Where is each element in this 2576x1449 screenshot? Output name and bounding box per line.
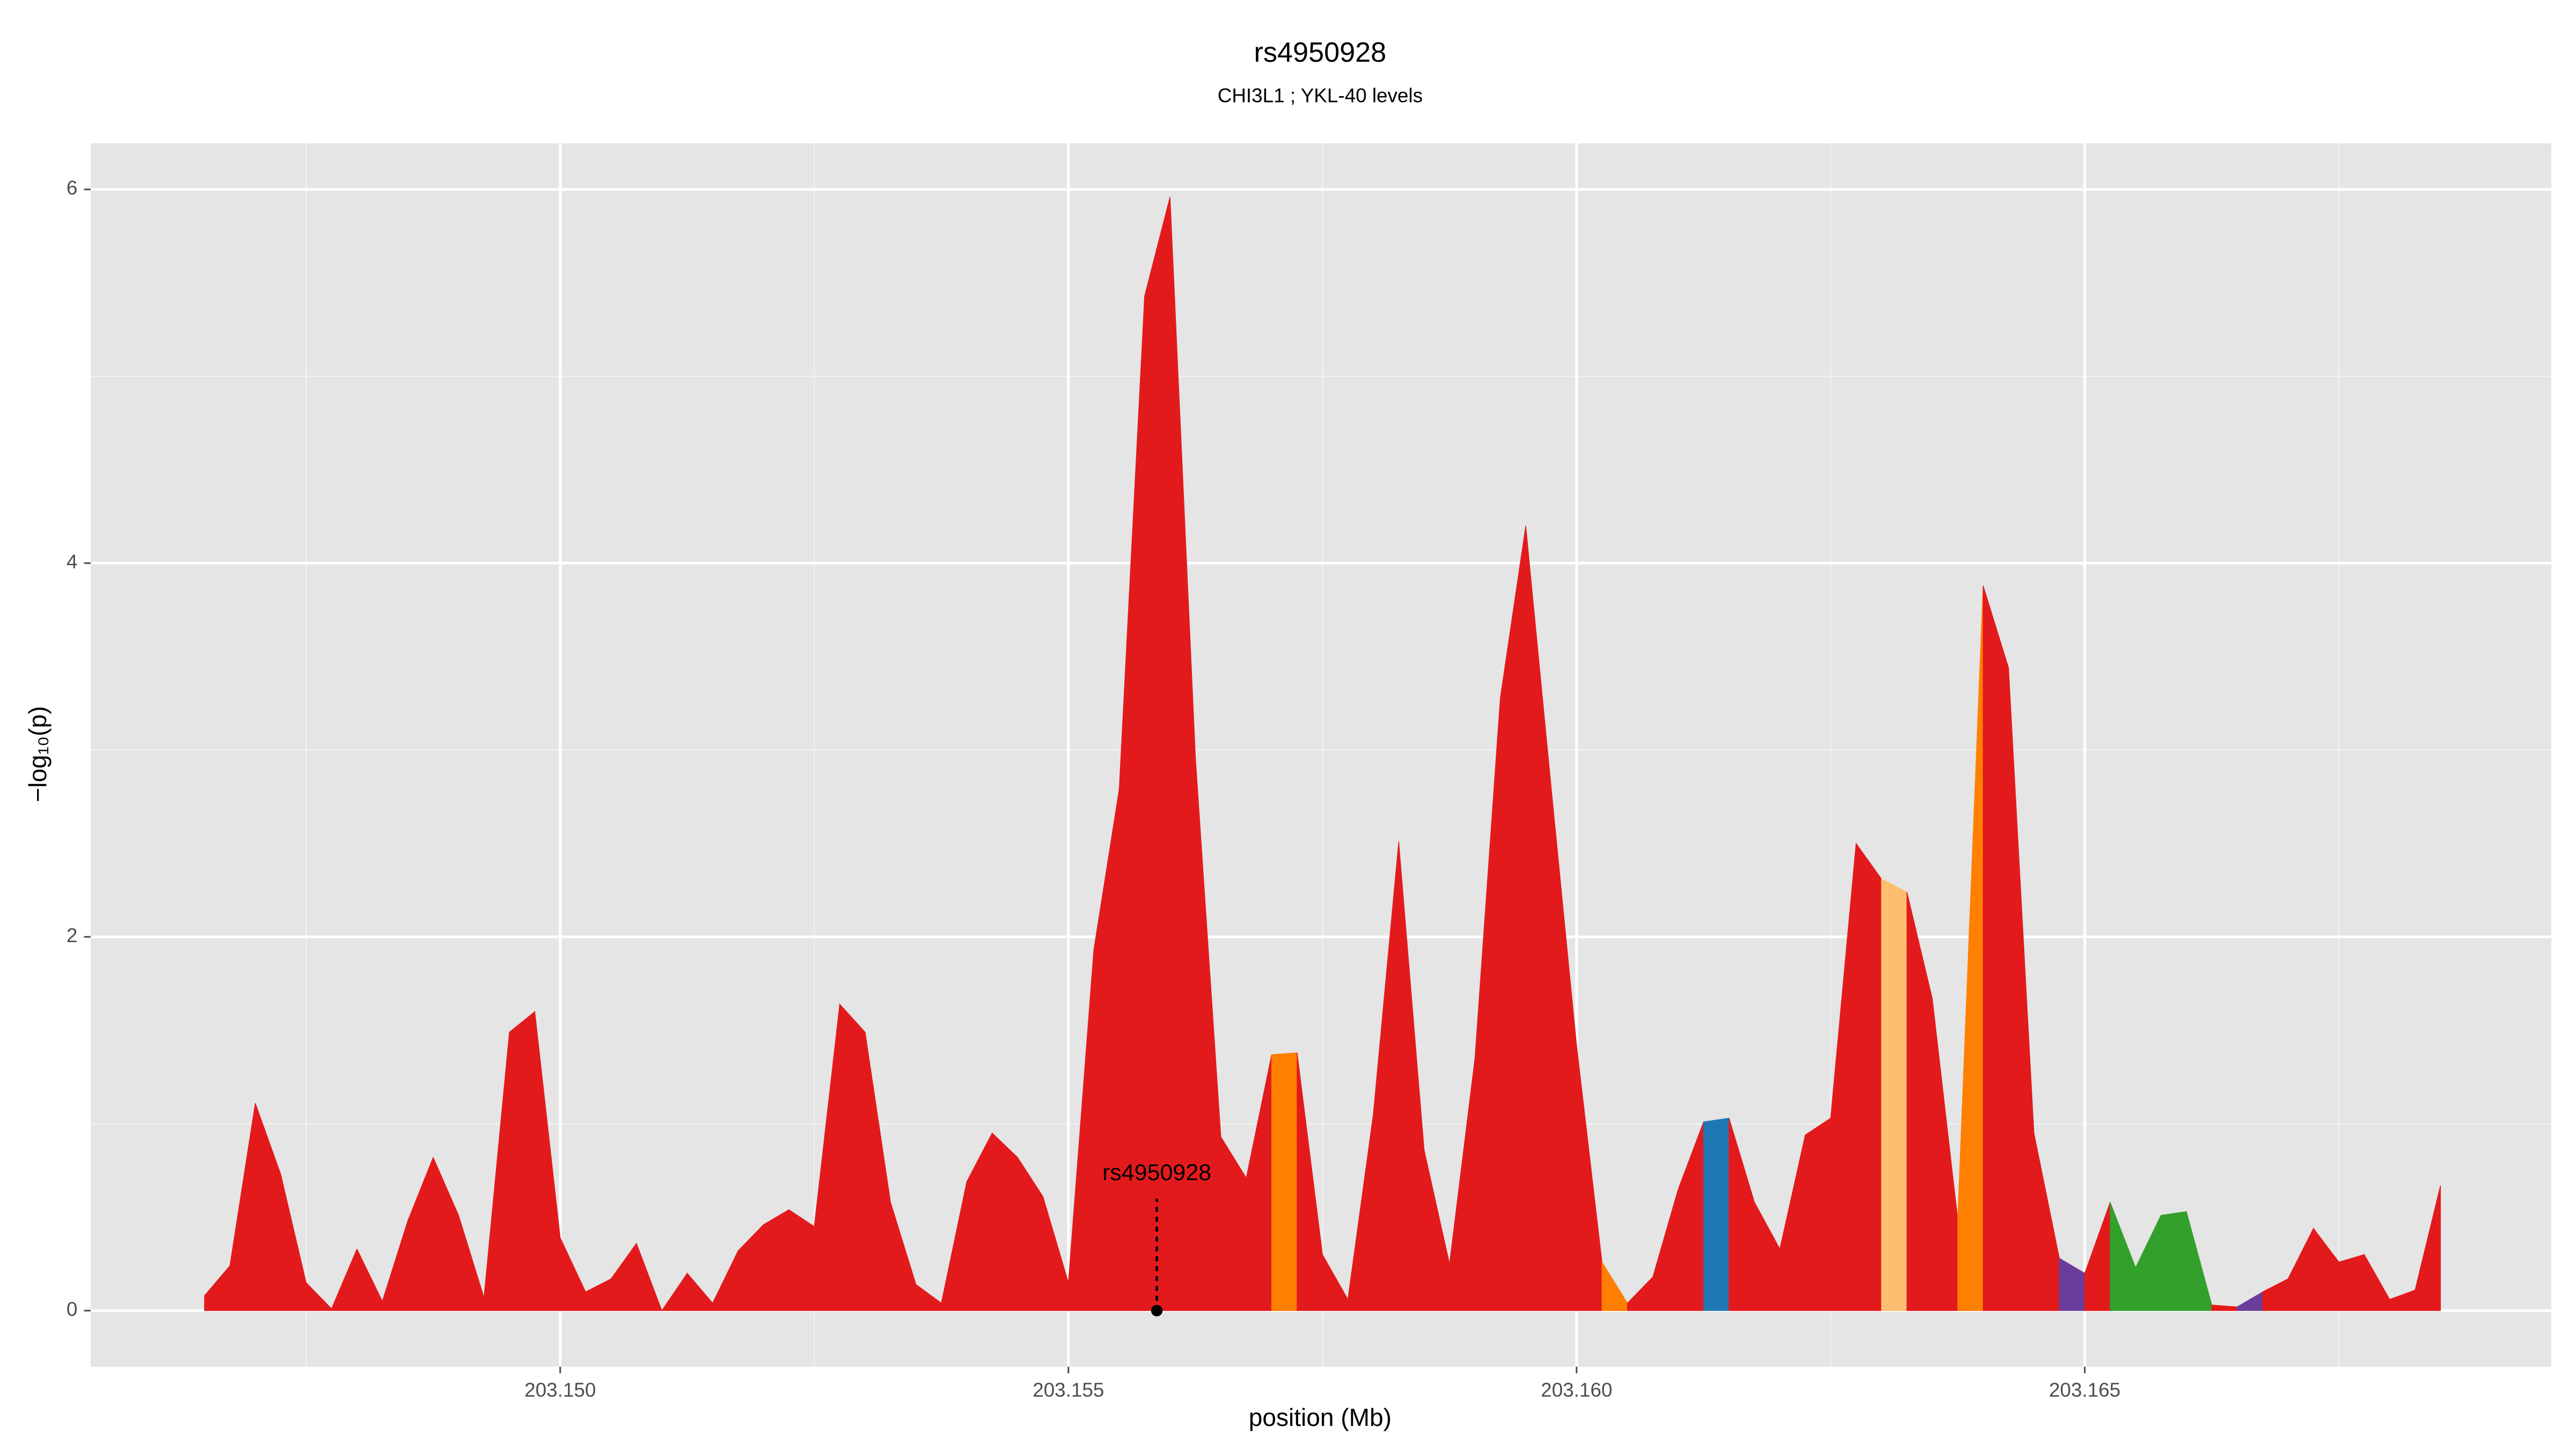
area-segment — [1855, 842, 1882, 1311]
x-tick-label: 203.160 — [1541, 1379, 1612, 1401]
area-segment — [839, 1003, 866, 1311]
chart-title: rs4950928 — [1254, 37, 1387, 68]
area-segment — [2414, 1185, 2441, 1311]
area-segment — [1805, 1117, 1831, 1311]
area-segment — [509, 1011, 536, 1311]
annotation-label: rs4950928 — [1102, 1160, 1211, 1185]
y-tick-label: 0 — [67, 1298, 77, 1320]
x-axis-label: position (Mb) — [1249, 1403, 1392, 1431]
area-segment — [992, 1132, 1018, 1311]
area-segment — [1144, 196, 1170, 1311]
area-segment — [1703, 1117, 1730, 1311]
area-segment — [636, 1243, 663, 1311]
y-axis-label: −log₁₀(p) — [24, 706, 52, 802]
annotation-point — [1151, 1305, 1163, 1316]
area-segment — [763, 1209, 789, 1311]
area-segment — [1271, 1052, 1298, 1311]
area-segment — [2338, 1254, 2365, 1311]
plot-panel — [90, 143, 2551, 1367]
y-tick-label: 6 — [67, 177, 77, 199]
area-segment — [2161, 1211, 2187, 1311]
y-tick-label: 2 — [67, 924, 77, 946]
x-tick-label: 203.155 — [1033, 1379, 1104, 1401]
y-tick-label: 4 — [67, 551, 77, 573]
area-segment — [788, 1209, 815, 1311]
x-tick-label: 203.165 — [2049, 1379, 2120, 1401]
area-segment — [1982, 585, 2009, 1311]
x-tick-label: 203.150 — [524, 1379, 596, 1401]
area-segment — [1881, 878, 1907, 1311]
chart-subtitle: CHI3L1 ; YKL-40 levels — [1218, 85, 1423, 107]
